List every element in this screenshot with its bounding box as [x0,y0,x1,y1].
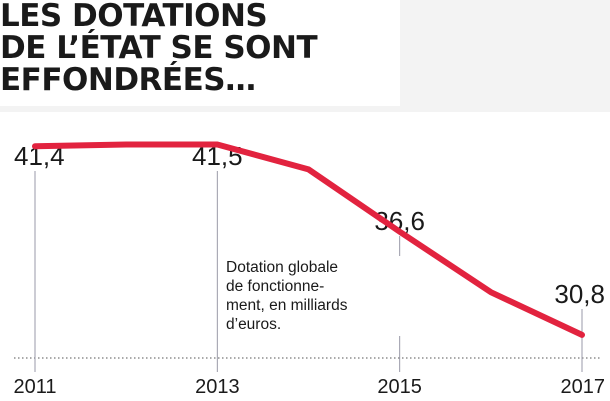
title-line-1: LES DOTATIONS [0,0,268,34]
x-tick-2017: 2017 [561,376,606,398]
background-band [400,0,610,106]
chart-title: LES DOTATIONS DE L’ÉTAT SE SONT EFFONDRÉ… [0,0,400,106]
annotation-line-3: ment, en milliards [226,297,348,314]
annotation-line-4: d’euros. [226,316,282,333]
x-tick-2011: 2011 [13,376,56,398]
title-line-2: DE L’ÉTAT SE SONT [0,30,318,66]
series-line [32,141,585,338]
x-tick-2013: 2013 [195,376,240,398]
background-band-lower [0,106,610,112]
annotation-line-1: Dotation globale [226,259,339,276]
annotation-line-2: de fonctionne- [226,278,325,295]
data-label-2017: 30,8 [554,279,605,309]
title-line-3: EFFONDRÉES… [0,62,256,98]
x-tick-2015: 2015 [377,376,422,398]
chart-annotation: Dotation globale de fonctionne- ment, en… [222,256,420,336]
